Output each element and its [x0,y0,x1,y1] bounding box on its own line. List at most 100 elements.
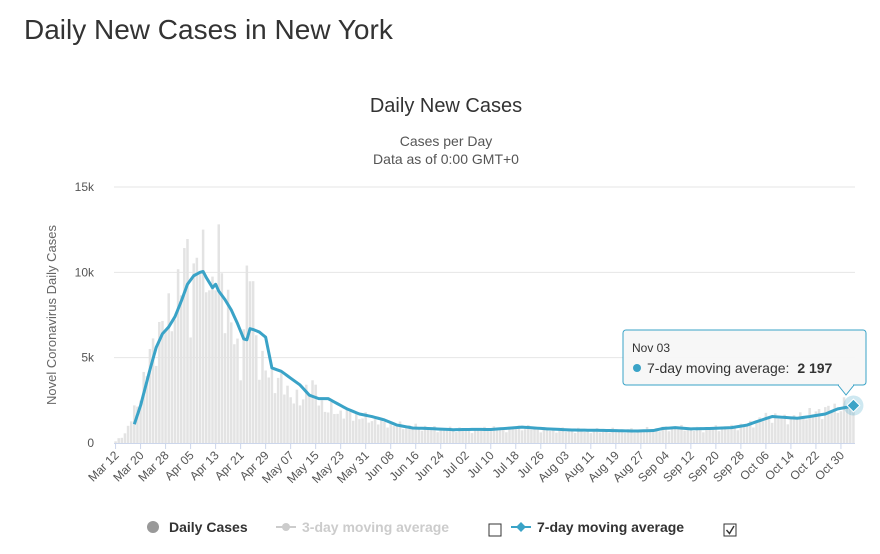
daily-case-bar [214,290,217,443]
chart-title: Daily New Cases [370,95,522,117]
daily-case-bar [605,431,608,443]
daily-case-bar [420,430,424,443]
x-tick-label: Jul 02 [439,448,472,481]
daily-case-bar [636,429,639,443]
daily-case-bar [770,422,774,443]
daily-case-bar [530,429,533,443]
legend-item-3-day-average[interactable]: 3-day moving average [276,519,449,535]
daily-case-bar [242,329,246,443]
daily-case-bar [201,229,205,443]
daily-case-bar [824,407,827,443]
y-axis-label: Novel Coronavirus Daily Cases [44,225,59,405]
daily-case-bar [445,430,449,443]
daily-case-bar [536,428,539,443]
daily-case-bar [273,393,277,443]
legend-item-7-day-average[interactable]: 7-day moving average [511,519,684,535]
daily-case-bar [511,426,514,443]
daily-case-bar [123,433,127,443]
daily-case-bar [314,384,317,443]
daily-case-bar [752,427,755,443]
daily-case-bar [845,407,849,443]
daily-case-bar [433,426,436,443]
daily-case-bar [176,269,180,443]
daily-case-bar [849,402,852,443]
y-tick-label: 15k [75,180,95,194]
daily-case-bar [614,430,618,443]
daily-case-bar [573,432,577,443]
daily-case-bar [598,432,602,443]
daily-case-bar [411,428,414,443]
daily-case-bar [655,428,658,443]
daily-case-bar [833,403,836,443]
y-tick-label: 5k [81,351,95,365]
daily-case-bar [839,411,843,443]
hover-marker[interactable] [843,395,864,416]
daily-case-bar [480,430,483,443]
daily-case-bar [251,281,255,443]
daily-case-bar [789,417,793,443]
daily-case-bar [661,426,664,443]
legend-item-daily-cases[interactable]: Daily Cases [147,519,248,535]
daily-case-bar [367,422,371,443]
daily-case-bar [136,406,139,443]
x-tick-label: Oct 30 [812,448,847,483]
daily-case-bar [811,414,815,443]
checkbox-3-day-average[interactable] [488,523,502,537]
daily-case-bar [270,369,274,443]
daily-case-bar [258,379,261,443]
daily-case-bar [295,389,299,443]
daily-case-bar [761,421,765,443]
daily-case-bar [570,430,574,443]
legend-label-7-day-average: 7-day moving average [537,519,684,535]
daily-case-bar [817,409,821,443]
daily-case-bar [236,338,239,443]
daily-case-bar [383,421,386,443]
daily-case-bar [561,427,564,443]
tooltip-label: 7-day moving average: [647,360,789,376]
daily-case-bar [305,384,308,443]
daily-case-bar [852,400,855,443]
daily-case-bar [255,335,258,443]
daily-case-bar [683,430,686,443]
daily-case-bar [326,412,330,443]
daily-case-bar [195,257,199,443]
daily-case-bar [320,400,324,443]
daily-case-bar [426,429,430,443]
daily-case-bar [680,424,683,443]
daily-case-bar [645,426,649,443]
daily-case-bar [308,394,311,443]
tooltip-date: Nov 03 [632,341,670,355]
tooltip-value: 2 197 [797,360,832,376]
daily-case-bar [705,427,708,443]
daily-case-bar [533,427,536,443]
daily-case-bar [527,424,530,443]
daily-case-bar [355,413,358,443]
daily-case-bar [342,418,346,443]
daily-case-bar [583,431,586,443]
daily-case-bar [542,426,546,443]
daily-case-bar [370,421,374,443]
daily-case-bar [414,423,417,443]
checkbox-7-day-average[interactable] [723,523,737,537]
daily-case-bar [502,427,505,443]
chart-subtitle: Cases per Day [400,133,493,149]
daily-case-bar [577,427,580,443]
daily-case-bar [727,429,730,443]
daily-case-bar [567,429,571,443]
daily-case-bar [667,431,671,443]
daily-case-bar [448,426,452,443]
daily-case-bar [720,429,724,443]
daily-case-bar [670,427,674,443]
daily-case-bar [317,405,321,443]
tooltip: Nov 03 7-day moving average: 2 197 [622,329,867,396]
daily-case-bar [602,430,605,443]
daily-case-bar [711,428,714,443]
y-tick-label: 0 [87,436,94,450]
daily-case-bar [330,401,333,443]
daily-case-bar [345,409,349,443]
daily-case-bar [820,419,824,443]
daily-case-bar [467,428,471,443]
daily-case-bar [208,290,211,443]
daily-case-bar [692,430,696,443]
